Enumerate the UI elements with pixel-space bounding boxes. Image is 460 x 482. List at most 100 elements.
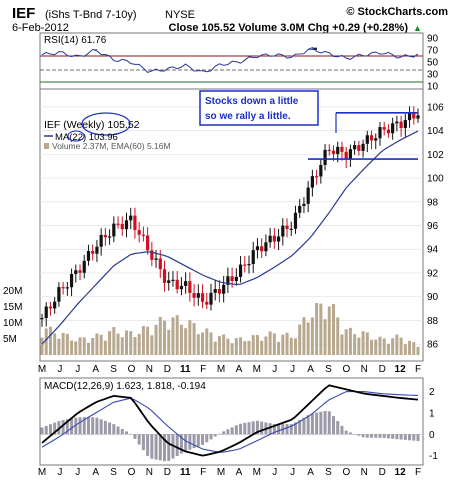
x-tick-label: O	[128, 467, 136, 478]
candle-body	[348, 149, 353, 160]
volume-bar	[213, 341, 217, 355]
macd-hist-bar	[272, 423, 276, 435]
volume-bar	[272, 333, 276, 355]
volume-bar	[285, 332, 289, 355]
volume-bar	[103, 340, 107, 355]
volume-bar	[243, 341, 247, 355]
candle-body	[243, 264, 247, 266]
x-tick-label: N	[146, 364, 153, 375]
x-tick-label: F	[200, 364, 206, 375]
candle-body	[331, 150, 336, 155]
price-axis: 106 104 102 100 98 96 94 92 90 88 86	[427, 102, 444, 350]
macd-hist-bar	[141, 434, 145, 451]
candle-body	[40, 318, 44, 320]
volume-bar	[332, 304, 336, 355]
volume-bar	[209, 332, 213, 355]
volume-bar	[163, 320, 167, 355]
candle-body	[175, 279, 179, 290]
volume-bar	[336, 317, 340, 355]
volume-bar	[403, 344, 407, 355]
price-tick-label: 96	[427, 221, 439, 232]
volume-bar	[395, 334, 399, 355]
x-tick-label: M	[217, 364, 225, 375]
macd-hist-bar	[268, 423, 272, 435]
macd-hist-bar	[167, 434, 171, 461]
macd-hist-bar	[137, 434, 141, 445]
x-tick-label: M	[253, 364, 261, 375]
price-tick-label: 92	[427, 268, 439, 279]
rsi-tick-label: 30	[427, 70, 439, 81]
macd-hist-bar	[163, 434, 167, 462]
volume-bar	[217, 336, 221, 355]
rsi-tick-label: 70	[427, 46, 439, 57]
volume-bar	[306, 322, 310, 355]
ma-legend: MA(22) 103.96	[55, 132, 118, 143]
price-tick-label: 102	[427, 150, 444, 161]
candle-body	[238, 264, 243, 277]
macd-hist-bar	[289, 424, 293, 435]
candle-body	[255, 246, 260, 251]
macd-hist-bar	[357, 434, 361, 436]
candle-body	[327, 149, 331, 152]
candle-body	[129, 215, 133, 221]
volume-bar	[154, 324, 158, 355]
candle-body	[399, 121, 403, 128]
x-tick-label: D	[164, 467, 171, 478]
volume-bar	[247, 340, 251, 355]
x-tick-label: S	[110, 467, 117, 478]
candle-body	[141, 234, 145, 236]
candle-body	[65, 287, 69, 289]
macd-hist-bar	[353, 434, 357, 435]
x-tick-label: S	[325, 364, 332, 375]
macd-hist-bar	[239, 423, 243, 435]
volume-bar	[264, 336, 268, 355]
volume-bar	[348, 327, 352, 355]
x-tick-label: J	[272, 467, 277, 478]
annotation-box	[199, 90, 319, 126]
candle-body	[184, 281, 188, 286]
volume-bar	[361, 331, 365, 355]
candle-body	[226, 276, 230, 285]
candle-body	[298, 205, 302, 213]
candle-body	[378, 127, 382, 139]
macd-hist-bar	[103, 420, 107, 435]
price-tick-label: 86	[427, 340, 439, 351]
x-tick-label: D	[164, 364, 171, 375]
volume-bar	[260, 340, 264, 355]
macd-hist-bar	[260, 421, 264, 435]
candle-body	[264, 242, 268, 252]
macd-hist-bar	[247, 422, 251, 435]
x-tick-label: 11	[180, 467, 191, 478]
rsi-tick-label: 50	[427, 58, 439, 69]
candle-body	[120, 223, 124, 230]
candle-body	[103, 234, 107, 238]
macd-hist-bar	[327, 411, 331, 435]
macd-hist-bar	[293, 422, 297, 435]
x-tick-label: N	[146, 467, 153, 478]
macd-hist-bar	[146, 434, 150, 456]
volume-axis: 20M 15M 10M 5M	[3, 286, 22, 345]
candle-body	[365, 135, 369, 144]
candle-body	[200, 293, 205, 302]
x-tick-label: J	[75, 467, 80, 478]
volume-tick-label: 20M	[3, 286, 22, 297]
macd-hist-bar	[124, 431, 128, 435]
volume-bar	[112, 327, 116, 355]
volume-bar	[120, 337, 124, 355]
macd-hist-bar	[175, 434, 179, 457]
x-tick-label: J	[57, 467, 62, 478]
price-panel	[39, 88, 424, 362]
candle-body	[146, 235, 150, 251]
candle-body	[188, 281, 192, 293]
volume-bar	[196, 334, 200, 355]
macd-hist-bar	[213, 434, 217, 437]
macd-hist-bar	[234, 425, 238, 435]
macd-tick-label: 2	[429, 387, 435, 398]
volume-legend: Volume 2.37M, EMA(60) 5.16M	[52, 141, 171, 151]
x-tick-label: O	[342, 467, 350, 478]
candle-body	[412, 112, 416, 119]
ma22-series	[41, 130, 419, 345]
macd-hist-bar	[70, 418, 74, 435]
volume-bar	[340, 334, 344, 355]
x-tick-label: M	[38, 364, 46, 375]
